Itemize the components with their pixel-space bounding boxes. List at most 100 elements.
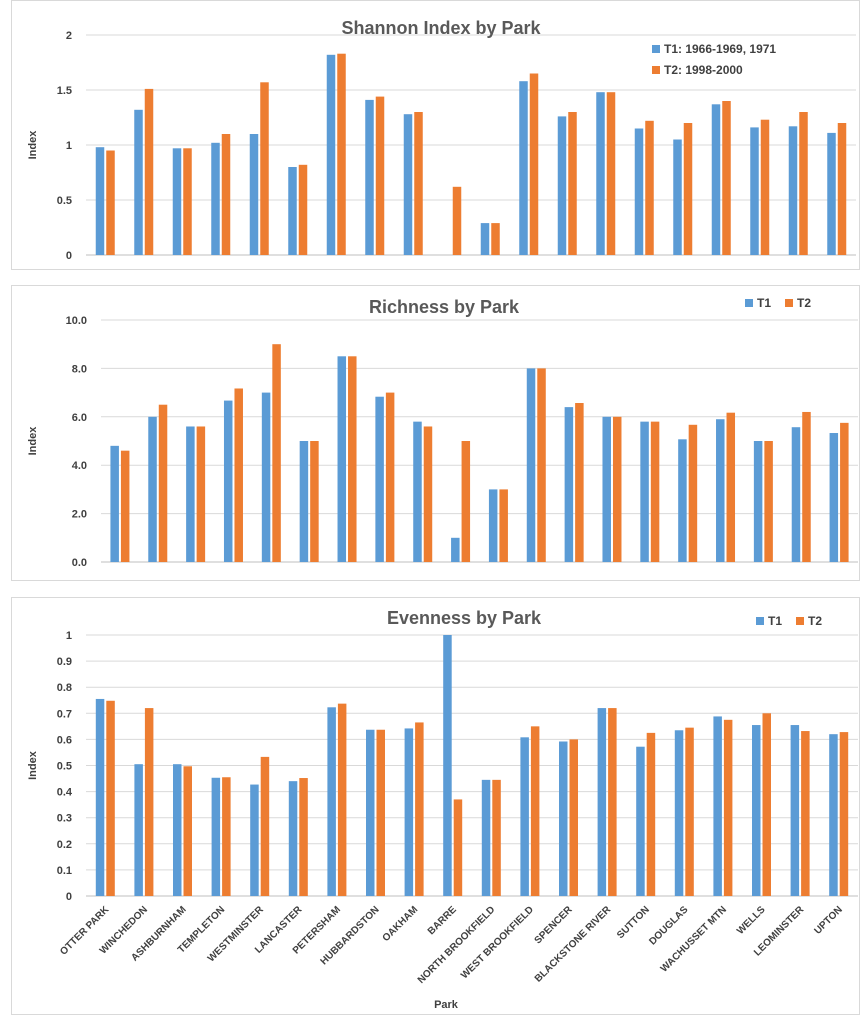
x-category-label: UPTON (812, 904, 844, 936)
t2-bar (415, 722, 424, 896)
y-tick-label: 2.0 (72, 509, 87, 521)
t2-bar (760, 119, 770, 255)
t1-bar (172, 148, 182, 255)
x-category-label: BLACKSTONE RIVER (533, 904, 614, 985)
t2-bar (722, 101, 731, 255)
t1-bar (337, 356, 347, 562)
y-tick-label: 0.8 (57, 682, 72, 694)
t1-bar (250, 784, 259, 896)
t2-bar (683, 123, 693, 255)
richness-chart-panel: 0.0 2.0 4.0 6.0 8.0 10.0 Richness by Park Index… (11, 285, 860, 581)
t1-bar (95, 147, 105, 255)
t2-bar (530, 726, 540, 896)
x-category-label: WELLS (735, 904, 768, 937)
t1-bar (134, 109, 143, 255)
y-tick-label: 0.6 (57, 734, 72, 746)
t2-bar (685, 727, 694, 896)
t2-bar (840, 422, 849, 562)
t2-bar (726, 412, 736, 562)
t2-bar (120, 450, 130, 562)
t2-bar (298, 164, 308, 255)
t1-bar (403, 114, 413, 255)
y-tick-label: 1.5 (57, 85, 72, 97)
t1-bar (365, 99, 374, 256)
t1-bar (713, 716, 722, 896)
y-tick-label: 0 (66, 250, 72, 262)
t1-bar (673, 139, 682, 255)
t2-bar (376, 729, 385, 896)
t2-bar (839, 732, 849, 896)
legend-swatch-t1 (745, 299, 753, 307)
y-tick-label: 2 (66, 30, 72, 42)
t1-bar (404, 728, 414, 896)
t1-bar (829, 433, 839, 562)
t1-bar (791, 427, 801, 562)
t1-bar (640, 421, 649, 562)
y-tick-label: 0.1 (57, 865, 72, 877)
t2-bar (144, 708, 154, 896)
t1-bar (375, 396, 384, 562)
t2-bar (762, 713, 771, 896)
t2-bar (183, 148, 192, 255)
t2-bar (529, 73, 539, 255)
legend-swatch-t2 (652, 66, 660, 74)
t1-bar (674, 730, 684, 896)
x-category-label: SUTTON (615, 904, 652, 941)
t1-bar (829, 734, 838, 896)
legend-label: T2 (797, 296, 811, 310)
t1-bar (186, 426, 195, 562)
t2-bar (337, 703, 347, 896)
t1-bar (261, 392, 271, 562)
t1-bar (481, 779, 491, 896)
t1-bar (564, 407, 574, 562)
legend-label: T2: 1998-2000 (664, 63, 743, 77)
t2-bar (375, 96, 385, 255)
t1-bar (526, 368, 536, 562)
t2-bar (337, 53, 346, 256)
y-tick-label: 8.0 (72, 363, 87, 375)
t2-bar (645, 120, 654, 255)
y-tick-label: 4.0 (72, 460, 87, 472)
chart-title: Evenness by Park (387, 608, 542, 628)
y-tick-label: 10.0 (66, 315, 87, 327)
t1-bar (752, 725, 761, 896)
y-tick-label: 0 (66, 891, 72, 903)
t2-bar (499, 489, 508, 562)
t1-bar (753, 441, 763, 562)
t2-bar (158, 404, 168, 562)
t1-bar (95, 698, 105, 896)
t2-bar (575, 403, 584, 562)
t2-bar (385, 392, 395, 562)
t2-bar (801, 731, 810, 896)
t2-bar (221, 134, 231, 255)
t1-bar (173, 764, 182, 896)
t2-bar (612, 416, 622, 562)
t2-bar (423, 426, 433, 562)
legend-label: T1 (768, 614, 782, 628)
t1-bar (750, 127, 759, 255)
t2-bar (608, 708, 617, 896)
y-tick-label: 0.4 (57, 787, 73, 799)
t1-bar (413, 421, 422, 562)
t2-bar (802, 411, 811, 562)
chart-title: Richness by Park (369, 297, 520, 317)
y-axis-label: Index (27, 426, 39, 456)
y-tick-label: 0.7 (57, 708, 72, 720)
y-tick-label: 0.5 (57, 195, 72, 207)
t2-bar (492, 779, 501, 896)
y-tick-label: 1 (66, 140, 72, 152)
legend-label: T1: 1966-1969, 1971 (664, 42, 776, 56)
t1-bar (711, 104, 721, 255)
t1-bar (327, 707, 336, 896)
t2-bar (310, 441, 319, 562)
t1-bar (223, 400, 233, 562)
y-axis-label: Index (27, 130, 39, 160)
t1-bar (480, 223, 490, 255)
t1-bar (788, 126, 798, 255)
t2-bar (606, 92, 616, 255)
legend-swatch-t1 (756, 617, 764, 625)
evenness-chart-panel: 0 0.1 0.2 0.3 0.4 0.5 0.6 0.7 0.8 0.9 1 Evenness by… (11, 597, 860, 1015)
t1-bar (596, 92, 605, 255)
t2-bar (144, 88, 154, 256)
t1-bar (559, 741, 568, 896)
